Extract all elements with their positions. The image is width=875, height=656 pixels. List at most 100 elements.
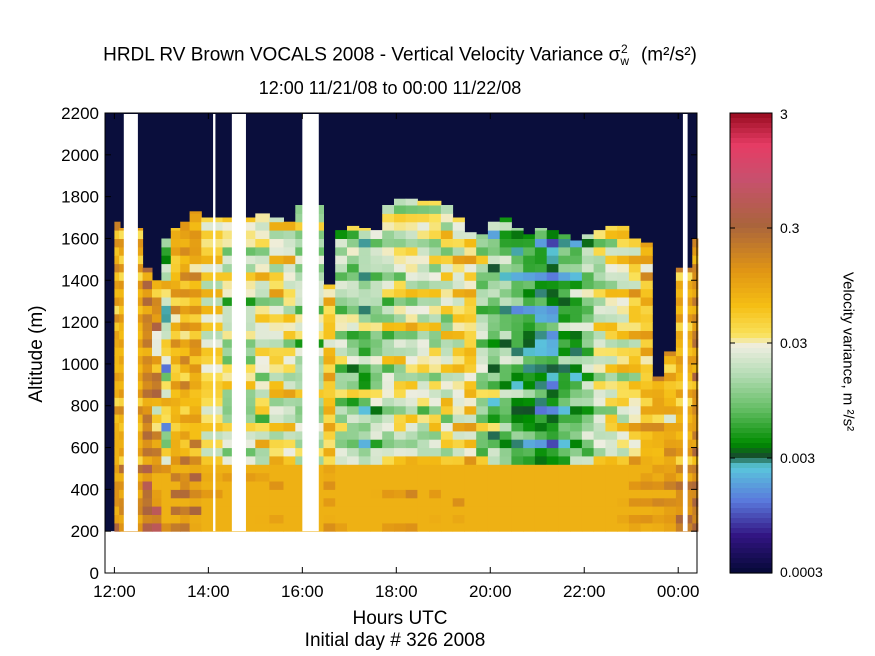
- colorbar-segment: [730, 273, 772, 279]
- heatmap-cell: [605, 322, 618, 331]
- heatmap-cell: [394, 313, 407, 323]
- heatmap-cell: [255, 380, 270, 390]
- heatmap-cell: [152, 372, 162, 382]
- heatmap-cell: [570, 246, 583, 256]
- heatmap-cell: [452, 414, 465, 423]
- heatmap-cell: [476, 313, 489, 323]
- heatmap-cell: [511, 405, 524, 415]
- heatmap-cell: [142, 355, 153, 365]
- heatmap-cell: [283, 297, 296, 306]
- heatmap-cell: [161, 430, 172, 440]
- heatmap-cell: [487, 497, 501, 507]
- x-tick-label: 20:00: [469, 582, 512, 601]
- heatmap-cell: [640, 305, 653, 315]
- heatmap-cell: [511, 280, 524, 290]
- heatmap-cell: [581, 522, 595, 532]
- heatmap-cell: [283, 330, 296, 340]
- heatmap-cell: [382, 338, 395, 348]
- heatmap-cell: [652, 489, 665, 499]
- heatmap-cell: [370, 455, 383, 465]
- heatmap-cell: [499, 305, 512, 315]
- y-tick-label: 400: [71, 480, 99, 499]
- heatmap-cell: [593, 489, 606, 499]
- heatmap-cell: [180, 280, 191, 290]
- heatmap-cell: [534, 455, 548, 465]
- heatmap-cell: [534, 305, 548, 315]
- heatmap-cell: [394, 280, 407, 290]
- heatmap-cell: [440, 205, 454, 214]
- heatmap-cell: [464, 347, 477, 357]
- heatmap-cell: [511, 522, 524, 532]
- heatmap-cell: [161, 246, 172, 256]
- heatmap-cell: [283, 439, 296, 449]
- heatmap-cell: [405, 338, 418, 348]
- heatmap-cell: [189, 271, 202, 281]
- heatmap-cell: [499, 514, 512, 524]
- heatmap-cell: [370, 389, 383, 398]
- colorbar-segment: [730, 368, 772, 374]
- heatmap-cell: [640, 347, 653, 357]
- heatmap-cell: [664, 447, 677, 457]
- heatmap-cell: [640, 506, 653, 515]
- heatmap-cell: [605, 447, 618, 457]
- heatmap-cell: [511, 255, 524, 265]
- heatmap-cell: [394, 198, 407, 206]
- heatmap-cell: [605, 497, 618, 507]
- heatmap-cell: [558, 363, 571, 373]
- heatmap-cell: [382, 372, 395, 382]
- heatmap-cell: [628, 506, 642, 515]
- heatmap-cell: [394, 439, 407, 449]
- colorbar-segment: [730, 508, 772, 514]
- heatmap-cell: [499, 288, 512, 298]
- heatmap-cell: [523, 263, 536, 273]
- heatmap-cell: [523, 380, 536, 390]
- heatmap-cell: [394, 372, 407, 382]
- heatmap-cell: [370, 439, 383, 449]
- heatmap-cell: [499, 405, 512, 415]
- heatmap-cell: [283, 238, 296, 248]
- colorbar-segment: [730, 153, 772, 159]
- heatmap-cell: [452, 464, 465, 474]
- heatmap-cell: [440, 447, 454, 457]
- heatmap-cell: [417, 313, 430, 323]
- heatmap-cell: [201, 380, 223, 390]
- heatmap-cell: [189, 397, 202, 407]
- heatmap-cell: [628, 280, 642, 290]
- heatmap-cell: [370, 363, 383, 373]
- heatmap-cell: [605, 238, 618, 248]
- heatmap-cell: [429, 280, 442, 290]
- heatmap-cell: [593, 414, 606, 423]
- heatmap-cell: [652, 397, 665, 407]
- heatmap-cell: [335, 238, 348, 248]
- heatmap-cell: [534, 414, 548, 423]
- heatmap-cell: [581, 271, 595, 281]
- heatmap-cell: [417, 322, 430, 331]
- heatmap-cell: [170, 297, 181, 306]
- heatmap-cell: [358, 255, 371, 265]
- heatmap-cell: [142, 514, 153, 524]
- heatmap-cell: [382, 271, 395, 281]
- heatmap-cell: [417, 522, 430, 532]
- heatmap-cell: [523, 246, 536, 256]
- heatmap-cell: [201, 338, 223, 348]
- heatmap-cell: [323, 322, 336, 331]
- heatmap-cell: [382, 522, 395, 532]
- heatmap-cell: [269, 238, 284, 248]
- heatmap-cell: [405, 405, 418, 415]
- heatmap-cell: [628, 305, 642, 315]
- heatmap-cell: [170, 455, 181, 465]
- heatmap-cell: [201, 439, 223, 449]
- heatmap-cell: [652, 380, 665, 390]
- heatmap-cell: [499, 347, 512, 357]
- heatmap-cell: [382, 280, 395, 290]
- heatmap-cell: [523, 372, 536, 382]
- heatmap-cell: [255, 347, 270, 357]
- heatmap-cell: [152, 330, 162, 340]
- data-gap: [302, 114, 319, 532]
- heatmap-cell: [152, 297, 162, 306]
- heatmap-cell: [255, 481, 270, 490]
- heatmap-cell: [581, 380, 595, 390]
- heatmap-cell: [180, 363, 191, 373]
- heatmap-cell: [152, 455, 162, 465]
- heatmap-cell: [114, 464, 121, 474]
